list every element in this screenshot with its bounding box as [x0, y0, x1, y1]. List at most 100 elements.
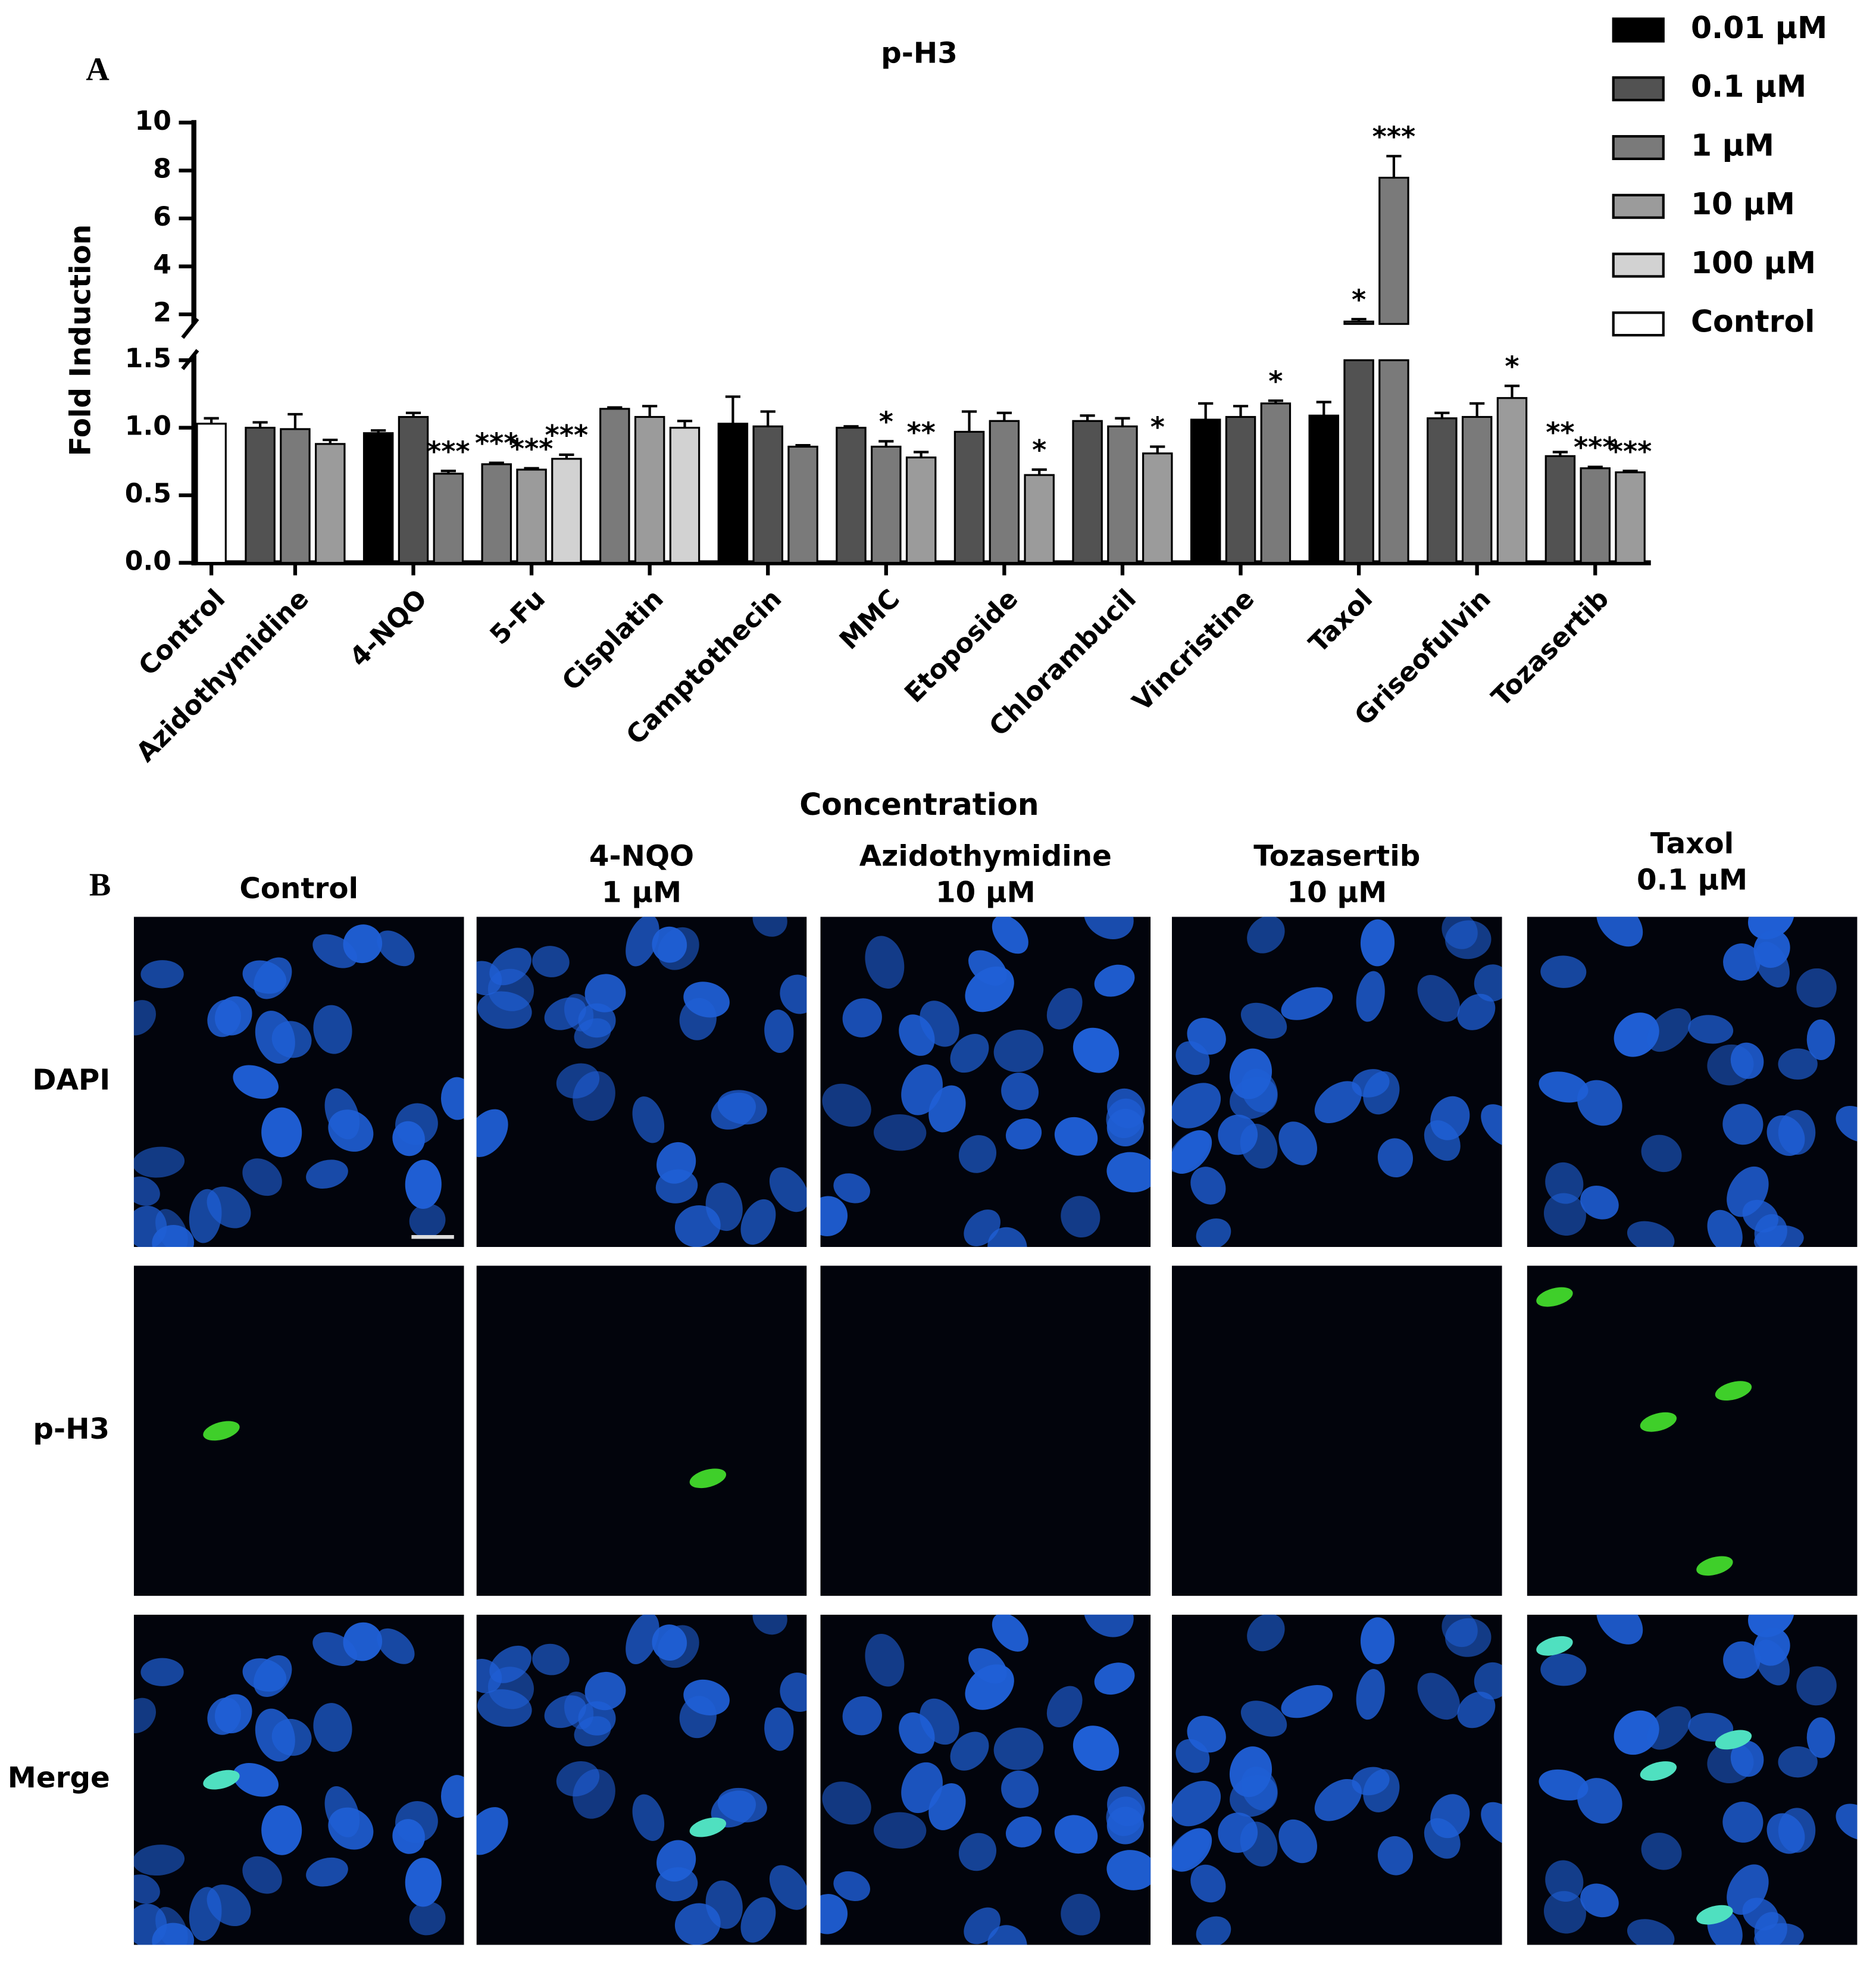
nucleus	[306, 1857, 348, 1887]
x-tick-label: Etoposide	[899, 583, 1024, 708]
nucleus	[632, 1096, 665, 1143]
nucleus	[1707, 1209, 1743, 1248]
micrograph	[820, 1614, 1151, 1945]
legend-label: 0.1 µM	[1691, 69, 1806, 104]
nucleus	[242, 1158, 282, 1196]
nucleus	[769, 1167, 807, 1212]
nucleus	[584, 1671, 626, 1711]
nucleus	[1545, 1860, 1584, 1902]
nucleus	[1094, 964, 1135, 997]
nucleus	[1580, 1186, 1619, 1220]
nucleus	[1747, 1614, 1794, 1637]
nucleus	[740, 1897, 776, 1943]
bar	[1378, 359, 1409, 564]
nucleus	[1356, 1669, 1385, 1720]
nucleus	[1360, 1617, 1395, 1664]
mitotic-signal	[1696, 1905, 1733, 1925]
nucleus	[1766, 1115, 1805, 1156]
nucleus	[476, 1659, 502, 1693]
nucleus	[155, 1906, 188, 1945]
bar	[1024, 474, 1055, 564]
row-label: Merge	[8, 1761, 110, 1795]
nucleus	[1481, 1802, 1502, 1845]
significance-label: ***	[1372, 120, 1416, 152]
legend-label: 0.01 µM	[1691, 10, 1827, 45]
nucleus	[987, 1925, 1027, 1945]
legend-label: Control	[1691, 304, 1815, 339]
nucleus	[1218, 1812, 1258, 1853]
nucleus	[1424, 1818, 1461, 1859]
nucleus	[740, 1199, 776, 1245]
bar	[1615, 471, 1646, 564]
micrograph-background	[133, 1265, 464, 1596]
nucleus	[993, 1727, 1044, 1770]
x-tick-label: MMC	[834, 583, 906, 655]
nucleus	[1722, 1104, 1764, 1145]
nucleus	[233, 1763, 279, 1797]
row-label: DAPI	[32, 1064, 110, 1097]
bar	[1544, 455, 1576, 564]
nucleus	[1106, 1806, 1144, 1845]
nucleus	[950, 1034, 989, 1073]
nucleus	[1352, 1767, 1390, 1796]
significance-label: *	[1268, 365, 1283, 397]
nucleus	[1241, 1068, 1278, 1113]
nucleus	[1796, 968, 1837, 1008]
micrograph	[1527, 917, 1858, 1248]
y-axis-label: Fold Induction	[64, 224, 98, 457]
nucleus	[271, 1718, 312, 1756]
nucleus	[1190, 1167, 1226, 1205]
nucleus	[958, 1833, 997, 1871]
column-header: Taxol	[1650, 827, 1734, 860]
nucleus	[271, 1021, 312, 1058]
nucleus	[833, 1173, 870, 1204]
nucleus	[1778, 1746, 1818, 1778]
column-header: 4-NQO	[589, 839, 694, 873]
micrograph-background	[1171, 1265, 1502, 1596]
nucleus	[1314, 1081, 1362, 1123]
nucleus	[405, 1159, 442, 1209]
nucleus	[133, 1845, 185, 1876]
nucleus	[968, 1648, 1007, 1684]
significance-label: *	[1150, 411, 1165, 443]
nucleus	[1196, 1916, 1231, 1945]
column-header: 0.1 µM	[1637, 863, 1747, 896]
nucleus	[920, 1001, 959, 1047]
nucleus	[1723, 1641, 1761, 1679]
nucleus	[1836, 1803, 1858, 1840]
nucleus	[1577, 1080, 1622, 1126]
nucleus	[1171, 1828, 1210, 1871]
nucleus	[833, 1871, 870, 1902]
nucleus	[261, 1107, 302, 1158]
x-tick-label: 4-NQO	[344, 583, 433, 673]
bar	[1427, 417, 1458, 564]
significance-label: *	[1032, 434, 1046, 466]
nucleus	[1106, 1850, 1151, 1890]
nucleus	[1084, 1614, 1134, 1637]
nucleus	[1457, 993, 1496, 1030]
nucleus	[1727, 1864, 1769, 1915]
bar	[481, 463, 512, 564]
bar	[953, 430, 985, 564]
micrograph-background	[1527, 1265, 1858, 1596]
nucleus	[842, 998, 882, 1037]
nucleus	[679, 998, 717, 1040]
legend-swatch	[1612, 252, 1665, 278]
nucleus	[409, 1901, 446, 1936]
nucleus	[842, 1696, 882, 1736]
bar	[398, 415, 429, 564]
nucleus	[1171, 1083, 1221, 1129]
nucleus	[1054, 1117, 1098, 1156]
nucleus	[711, 1092, 756, 1130]
y-tick-label: 2	[153, 298, 171, 328]
column-header: Azidothymidine	[859, 839, 1112, 873]
nucleus	[1247, 1614, 1285, 1652]
micrograph	[476, 1265, 807, 1596]
nucleus	[1005, 1118, 1042, 1150]
mitotic-signal	[203, 1770, 240, 1790]
x-tick-label: Cisplatin	[556, 583, 670, 696]
nucleus	[133, 1874, 160, 1904]
nucleus	[1106, 1152, 1151, 1193]
nucleus	[674, 1205, 721, 1248]
